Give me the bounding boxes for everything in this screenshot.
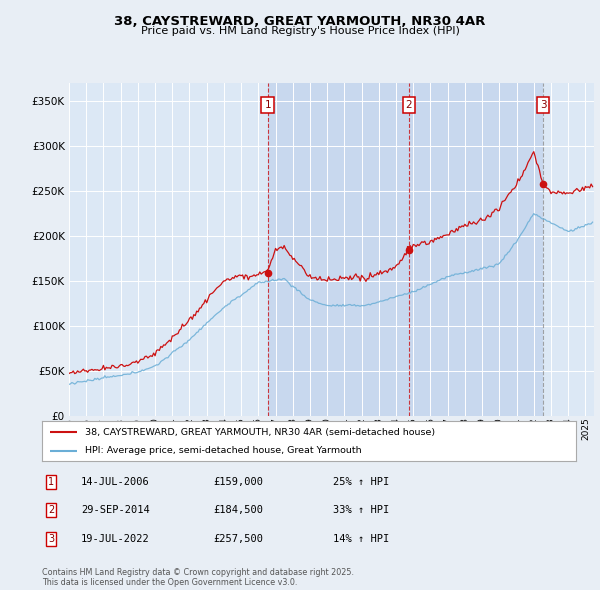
Text: 38, CAYSTREWARD, GREAT YARMOUTH, NR30 4AR (semi-detached house): 38, CAYSTREWARD, GREAT YARMOUTH, NR30 4A… xyxy=(85,428,435,437)
Text: Contains HM Land Registry data © Crown copyright and database right 2025.
This d: Contains HM Land Registry data © Crown c… xyxy=(42,568,354,587)
Bar xyxy=(268,83,543,416)
Text: 14-JUL-2006: 14-JUL-2006 xyxy=(81,477,150,487)
Text: 14% ↑ HPI: 14% ↑ HPI xyxy=(333,534,389,543)
Text: £184,500: £184,500 xyxy=(213,506,263,515)
Text: Price paid vs. HM Land Registry's House Price Index (HPI): Price paid vs. HM Land Registry's House … xyxy=(140,26,460,36)
Text: 2: 2 xyxy=(48,506,54,515)
Text: £257,500: £257,500 xyxy=(213,534,263,543)
Text: 3: 3 xyxy=(540,100,547,110)
Text: 19-JUL-2022: 19-JUL-2022 xyxy=(81,534,150,543)
Text: 29-SEP-2014: 29-SEP-2014 xyxy=(81,506,150,515)
Text: 1: 1 xyxy=(48,477,54,487)
Text: 1: 1 xyxy=(265,100,271,110)
Text: 38, CAYSTREWARD, GREAT YARMOUTH, NR30 4AR: 38, CAYSTREWARD, GREAT YARMOUTH, NR30 4A… xyxy=(115,15,485,28)
Text: 25% ↑ HPI: 25% ↑ HPI xyxy=(333,477,389,487)
Text: 2: 2 xyxy=(406,100,412,110)
Text: 33% ↑ HPI: 33% ↑ HPI xyxy=(333,506,389,515)
Text: 3: 3 xyxy=(48,534,54,543)
Text: HPI: Average price, semi-detached house, Great Yarmouth: HPI: Average price, semi-detached house,… xyxy=(85,446,361,455)
Text: £159,000: £159,000 xyxy=(213,477,263,487)
